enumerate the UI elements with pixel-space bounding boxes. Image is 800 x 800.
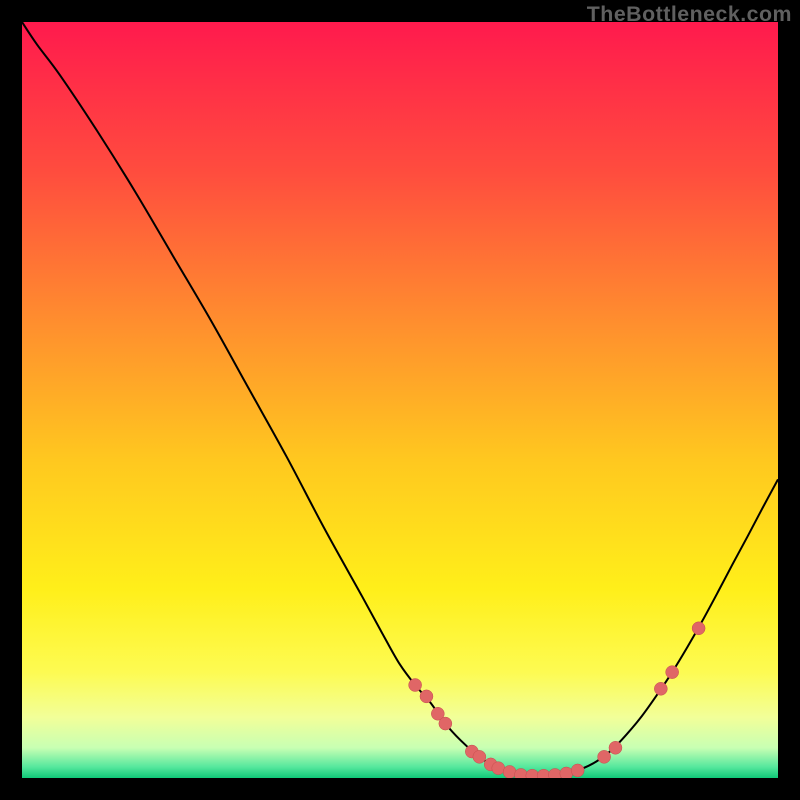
curve-marker	[571, 764, 584, 777]
curve-marker	[692, 622, 705, 635]
bottleneck-curve-chart	[22, 22, 778, 778]
curve-marker	[609, 741, 622, 754]
curve-marker	[503, 765, 516, 778]
curve-marker	[439, 717, 452, 730]
curve-marker	[420, 690, 433, 703]
watermark-text: TheBottleneck.com	[587, 2, 792, 27]
curve-marker	[654, 682, 667, 695]
curve-marker	[560, 767, 573, 778]
chart-outer-frame: TheBottleneck.com	[0, 0, 800, 800]
curve-marker	[409, 679, 422, 692]
curve-marker	[492, 762, 505, 775]
chart-plot-area	[22, 22, 778, 778]
curve-marker	[473, 750, 486, 763]
curve-marker	[598, 750, 611, 763]
curve-marker	[666, 666, 679, 679]
